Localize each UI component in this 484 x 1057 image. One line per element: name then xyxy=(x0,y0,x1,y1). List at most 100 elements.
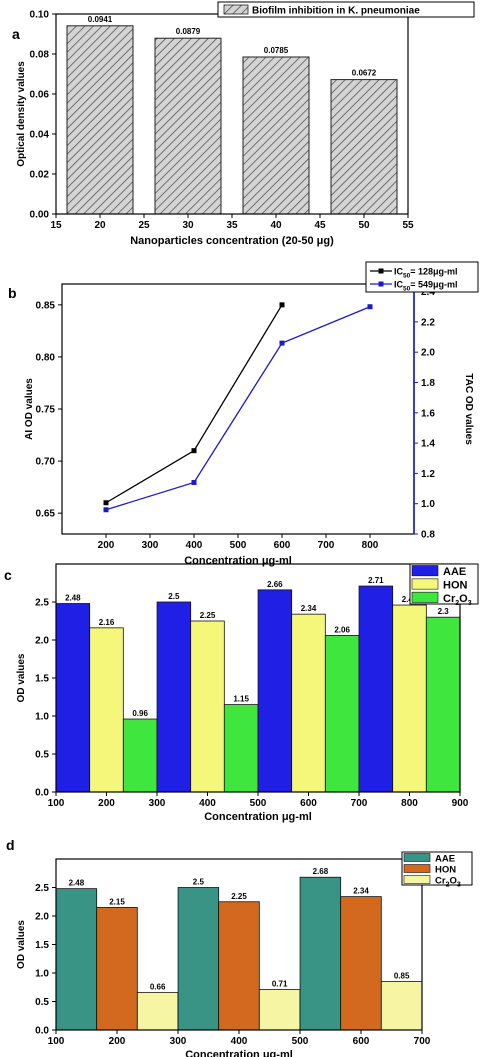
c-bar-value-label: 2.06 xyxy=(334,625,350,634)
b-xtick-label: 300 xyxy=(142,540,159,551)
b-y-axis-label: AI OD values xyxy=(24,378,35,440)
b-series-point-0 xyxy=(103,500,109,506)
a-bar-value-label: 0.0941 xyxy=(88,15,113,24)
b-legend-label-rest: = 128μg-ml xyxy=(410,267,457,277)
d-legend-swatch-2 xyxy=(403,875,431,884)
c-legend-label-name-main: Cr xyxy=(443,593,456,605)
a-xtick-label: 45 xyxy=(314,220,326,231)
a-xtick-label: 25 xyxy=(138,220,150,231)
d-bar-value-label: 0.66 xyxy=(150,982,166,991)
d-ytick-label: 1.5 xyxy=(35,940,49,951)
c-bar xyxy=(89,627,124,793)
a-ytick-label: 0.08 xyxy=(30,50,50,61)
a-bar xyxy=(242,56,310,215)
d-xtick-label: 100 xyxy=(48,1036,65,1047)
d-xtick-label: 200 xyxy=(109,1036,126,1047)
c-legend-swatch-1 xyxy=(411,578,439,590)
c-bar-value-label: 2.25 xyxy=(200,611,216,620)
b-y2tick-label: 1.0 xyxy=(421,499,435,510)
a-xtick-label: 30 xyxy=(182,220,194,231)
d-legend-label-name: HON xyxy=(435,864,456,875)
c-y-axis-label: OD values xyxy=(16,653,27,702)
b-ytick-label: 0.70 xyxy=(36,457,56,468)
c-legend-label-name: HON xyxy=(443,580,468,592)
panel-letter-a: a xyxy=(12,26,20,42)
d-bar-value-label: 0.71 xyxy=(272,980,288,989)
c-x-axis-label: Concentration μg-ml xyxy=(204,811,312,823)
c-legend-label-0: AAE xyxy=(443,566,466,578)
d-legend-label-name-main: Cr xyxy=(435,875,446,886)
c-bar-value-label: 1.15 xyxy=(233,695,249,704)
b-xtick-label: 500 xyxy=(230,540,247,551)
a-legend-label: Biofilm inhibition in K. pneumoniae xyxy=(252,6,420,17)
a-legend-box xyxy=(217,1,475,18)
d-bar-value-label: 2.68 xyxy=(313,867,329,876)
a-y-axis-label: Optical density values xyxy=(16,61,27,167)
c-legend-swatch-0 xyxy=(411,565,439,577)
a-bar-value-label: 0.0785 xyxy=(264,46,289,55)
b-xtick-label: 400 xyxy=(186,540,203,551)
c-xtick-label: 800 xyxy=(401,798,418,809)
c-ytick-label: 1.0 xyxy=(35,712,49,723)
b-ytick-label: 0.85 xyxy=(36,300,56,311)
a-x-axis-label: Nanoparticles concentration (20-50 μg) xyxy=(130,235,334,247)
c-bar xyxy=(122,718,158,793)
d-bar-value-label: 2.15 xyxy=(109,897,125,906)
c-bar-value-label: 2.48 xyxy=(65,594,81,603)
b-y2tick-label: 1.6 xyxy=(421,408,435,419)
a-xtick-label: 20 xyxy=(94,220,106,231)
d-bar xyxy=(218,901,260,1031)
c-xtick-label: 100 xyxy=(48,798,65,809)
c-legend-label-1: HON xyxy=(443,580,468,592)
b-y2-axis-label: TAC OD values xyxy=(463,373,474,445)
a-bar-value-label: 0.0879 xyxy=(176,27,201,36)
b-legend-label-main: IC xyxy=(394,280,404,290)
a-ytick-label: 0.04 xyxy=(30,130,50,141)
b-legend-marker-1 xyxy=(378,281,384,287)
d-xtick-label: 400 xyxy=(231,1036,248,1047)
d-ytick-label: 2.5 xyxy=(35,883,49,894)
d-legend-label-name-sub2: 3 xyxy=(457,881,461,888)
a-ytick-label: 0.10 xyxy=(30,10,50,21)
d-legend-label-name-sub1: 2 xyxy=(446,881,450,888)
b-legend-label-sub: 50 xyxy=(403,273,411,280)
c-bar xyxy=(392,604,427,793)
c-bar-value-label: 0.96 xyxy=(132,709,148,718)
d-bar xyxy=(55,888,98,1031)
d-ytick-label: 0.5 xyxy=(35,997,49,1008)
b-series-point-1 xyxy=(191,479,197,485)
b-series-point-1 xyxy=(279,340,285,346)
c-bar xyxy=(358,585,394,793)
d-x-axis-label: Concentration μg-ml xyxy=(185,1049,293,1057)
d-bar xyxy=(380,981,423,1031)
c-ytick-label: 1.5 xyxy=(35,674,49,685)
b-ytick-label: 0.75 xyxy=(36,405,56,416)
b-ytick-label: 0.65 xyxy=(36,509,56,520)
b-y2tick-label: 1.4 xyxy=(421,439,435,450)
c-xtick-label: 400 xyxy=(199,798,216,809)
d-bar-value-label: 2.25 xyxy=(231,892,247,901)
d-legend-label-0: AAE xyxy=(435,853,455,864)
b-legend-label-sub: 50 xyxy=(403,286,411,293)
a-xtick-label: 35 xyxy=(226,220,238,231)
a-bar-value-label: 0.0672 xyxy=(352,69,377,78)
a-xtick-label: 15 xyxy=(50,220,62,231)
d-xtick-label: 600 xyxy=(353,1036,370,1047)
b-y2tick-label: 1.2 xyxy=(421,469,435,480)
b-legend-marker-0 xyxy=(378,268,384,274)
b-legend-label-1: IC50= 549μg-ml xyxy=(394,280,458,293)
c-xtick-label: 300 xyxy=(149,798,166,809)
c-bar xyxy=(156,601,192,793)
c-legend-label-name-sub2: 3 xyxy=(468,600,472,607)
d-bar xyxy=(96,907,138,1031)
b-series-point-0 xyxy=(191,448,197,454)
c-ytick-label: 2.0 xyxy=(35,636,49,647)
b-y2tick-label: 2.2 xyxy=(421,317,435,328)
c-bar-value-label: 2.66 xyxy=(267,580,283,589)
d-bar xyxy=(177,887,220,1031)
a-xtick-label: 55 xyxy=(402,220,414,231)
c-bar xyxy=(190,620,225,793)
d-bar xyxy=(136,991,179,1031)
c-bar xyxy=(425,616,461,793)
